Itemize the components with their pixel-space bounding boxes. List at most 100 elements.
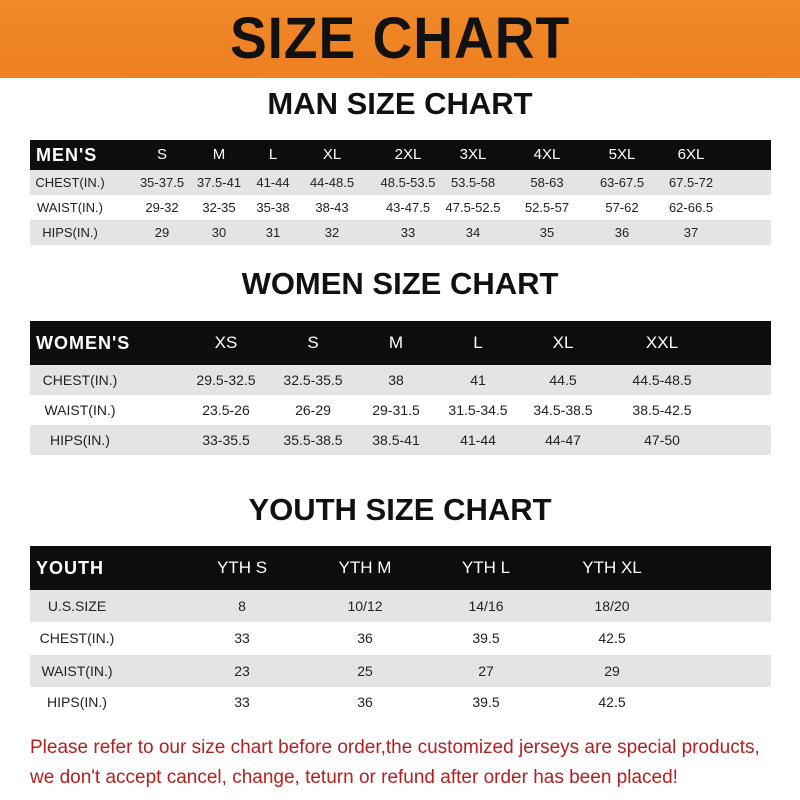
- value-cell: 41-44: [256, 175, 290, 190]
- value-cell: 53.5-58: [450, 175, 496, 190]
- value-cell: 26-29: [295, 402, 331, 418]
- order-notice: Please refer to our size chart before or…: [30, 733, 790, 793]
- value-cell: 38.5-41: [372, 432, 420, 448]
- table-row: WAIST(IN.) 29-32 32-35 35-38 38-43 43-47.5 47.…: [30, 195, 771, 220]
- value-cell: 33: [234, 630, 250, 646]
- value-cell: 42.5: [598, 694, 626, 710]
- value-cell: 44.5: [549, 372, 577, 388]
- size-header-cell: M: [212, 146, 226, 163]
- value-cell: 10/12: [347, 598, 383, 614]
- table-header-row: YOUTH YTH S YTH M YTH L YTH XL: [30, 546, 771, 590]
- table-header-row: MEN'S S M L XL 2XL 3XL 4XL 5XL 6XL: [30, 140, 771, 170]
- value-cell: 44-48.5: [309, 175, 355, 190]
- measure-label-cell: CHEST(IN.): [35, 175, 105, 190]
- value-cell: 32: [324, 225, 340, 240]
- size-header-cell: XL: [322, 146, 342, 163]
- table-row: CHEST(IN.) 29.5-32.5 32.5-35.5 38 41 44.5 44.5…: [30, 365, 771, 395]
- value-cell: 42.5: [598, 630, 626, 646]
- table-row: HIPS(IN.) 33-35.5 35.5-38.5 38.5-41 41-44 44-…: [30, 425, 771, 455]
- value-cell: 36: [357, 694, 373, 710]
- table-header-row: WOMEN'S XS S M L XL XXL: [30, 321, 771, 365]
- measure-label-cell: HIPS(IN.): [42, 225, 98, 240]
- value-cell: 47.5-52.5: [445, 200, 501, 215]
- value-cell: 34.5-38.5: [533, 402, 593, 418]
- value-cell: 63-67.5: [599, 175, 645, 190]
- table-row: CHEST(IN.) 33 36 39.5 42.5: [30, 622, 771, 655]
- value-cell: 41-44: [460, 432, 496, 448]
- size-header-cell: 2XL: [394, 146, 422, 163]
- value-cell: 35.5-38.5: [283, 432, 343, 448]
- table-title-cell: WOMEN'S: [36, 333, 131, 353]
- measure-label-cell: CHEST(IN.): [39, 630, 115, 646]
- size-header-cell: XS: [214, 333, 238, 352]
- notice-line: we don't accept cancel, change, teturn o…: [30, 767, 678, 788]
- size-header-cell: L: [473, 333, 483, 352]
- value-cell: 14/16: [468, 598, 504, 614]
- value-cell: 48.5-53.5: [380, 175, 436, 190]
- value-cell: 41: [470, 372, 486, 388]
- value-cell: 29-31.5: [372, 402, 420, 418]
- value-cell: 37.5-41: [196, 175, 242, 190]
- banner-title: SIZE CHART: [229, 6, 571, 71]
- value-cell: 36: [357, 630, 373, 646]
- measure-label-cell: HIPS(IN.): [47, 694, 107, 710]
- size-header-cell: 3XL: [459, 146, 487, 163]
- men-size-table: MEN'S S M L XL 2XL 3XL 4XL 5XL 6XL CHEST(IN.) 35-37…: [30, 140, 771, 245]
- value-cell: 31: [265, 225, 281, 240]
- banner: SIZE CHART: [0, 0, 800, 78]
- size-header-cell: YTH L: [461, 558, 511, 577]
- size-header-cell: L: [268, 146, 278, 163]
- value-cell: 35-37.5: [139, 175, 185, 190]
- value-cell: 32.5-35.5: [283, 372, 343, 388]
- value-cell: 47-50: [644, 432, 680, 448]
- value-cell: 57-62: [605, 200, 639, 215]
- women-size-table: WOMEN'S XS S M L XL XXL CHEST(IN.) 29.5-32.5 32.5…: [30, 321, 771, 455]
- value-cell: 67.5-72: [668, 175, 714, 190]
- size-header-cell: M: [388, 333, 404, 352]
- value-cell: 44-47: [545, 432, 581, 448]
- value-cell: 27: [478, 663, 494, 679]
- value-cell: 30: [211, 225, 227, 240]
- value-cell: 35-38: [256, 200, 290, 215]
- measure-label-cell: WAIST(IN.): [37, 200, 103, 215]
- value-cell: 8: [238, 598, 246, 614]
- size-header-cell: S: [307, 333, 319, 352]
- value-cell: 38-43: [315, 200, 349, 215]
- size-header-cell: S: [156, 146, 168, 163]
- value-cell: 33: [400, 225, 416, 240]
- value-cell: 44.5-48.5: [632, 372, 692, 388]
- size-header-cell: XL: [552, 333, 574, 352]
- measure-label-cell: HIPS(IN.): [50, 432, 110, 448]
- youth-size-table: YOUTH YTH S YTH M YTH L YTH XL U.S.SIZE 8 10/12…: [30, 546, 771, 718]
- value-cell: 25: [357, 663, 373, 679]
- size-header-cell: 6XL: [677, 146, 705, 163]
- value-cell: 29.5-32.5: [196, 372, 256, 388]
- value-cell: 62-66.5: [668, 200, 714, 215]
- value-cell: 39.5: [472, 694, 500, 710]
- value-cell: 58-63: [530, 175, 564, 190]
- size-header-cell: YTH M: [338, 558, 392, 577]
- value-cell: 18/20: [594, 598, 630, 614]
- table-title-cell: YOUTH: [36, 558, 104, 578]
- value-cell: 29: [154, 225, 170, 240]
- value-cell: 43-47.5: [385, 200, 431, 215]
- value-cell: 34: [465, 225, 481, 240]
- size-header-cell: XXL: [645, 333, 679, 352]
- measure-label-cell: CHEST(IN.): [42, 372, 118, 388]
- table-row: CHEST(IN.) 35-37.5 37.5-41 41-44 44-48.5 48.5…: [30, 170, 771, 195]
- table-row: WAIST(IN.) 23 25 27 29: [30, 655, 771, 687]
- men-section-title: MAN SIZE CHART: [267, 86, 533, 121]
- youth-section-title: YOUTH SIZE CHART: [248, 492, 552, 527]
- size-header-cell: 4XL: [533, 146, 561, 163]
- value-cell: 39.5: [472, 630, 500, 646]
- size-header-cell: YTH S: [216, 558, 268, 577]
- size-header-cell: YTH XL: [582, 558, 642, 577]
- value-cell: 37: [683, 225, 699, 240]
- value-cell: 32-35: [202, 200, 236, 215]
- table-title-cell: MEN'S: [36, 145, 98, 165]
- value-cell: 38.5-42.5: [632, 402, 692, 418]
- notice-line: Please refer to our size chart before or…: [30, 737, 760, 758]
- measure-label-cell: U.S.SIZE: [47, 598, 107, 614]
- table-row: HIPS(IN.) 29 30 31 32 33 34 35 36 37: [30, 220, 771, 245]
- value-cell: 33-35.5: [202, 432, 250, 448]
